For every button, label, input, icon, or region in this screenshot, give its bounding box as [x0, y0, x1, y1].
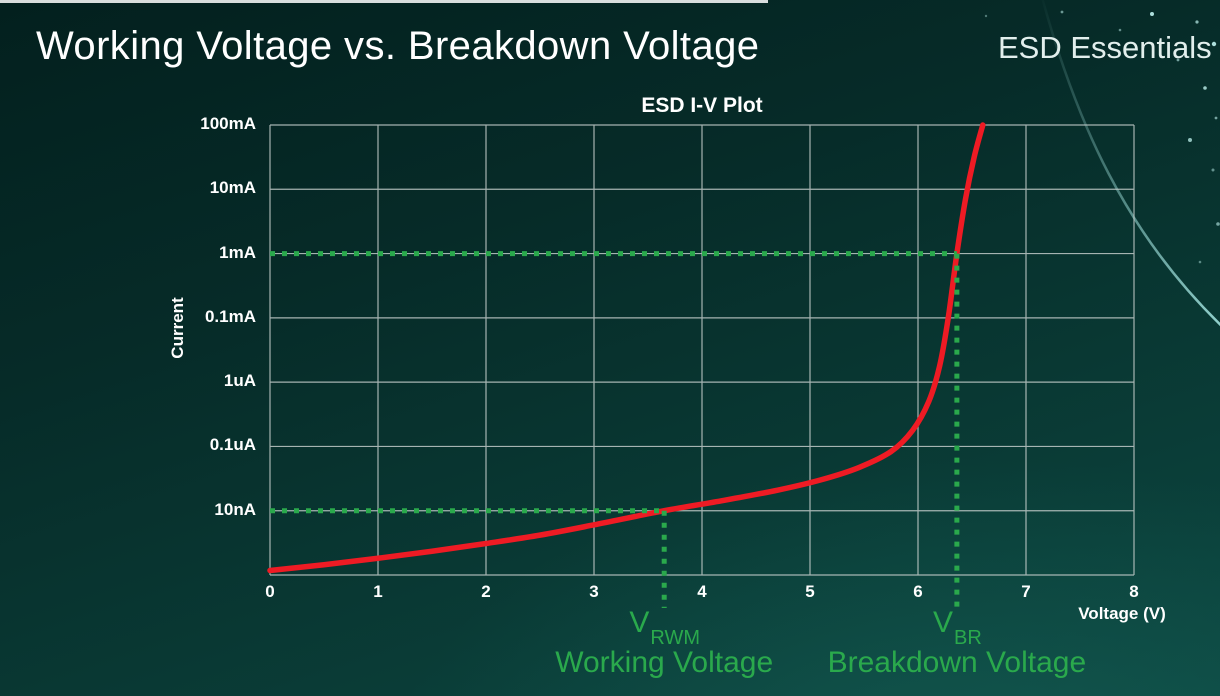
- vrwm-label: VRWM: [514, 606, 814, 649]
- working-voltage-caption: Working Voltage: [555, 646, 774, 679]
- chart-title: ESD I-V Plot: [641, 94, 763, 117]
- brand-logo: ESD Essentials: [998, 30, 1212, 65]
- annotation-working-voltage: VRWM Working Voltage: [514, 607, 814, 679]
- vrwm-subscript: RWM: [650, 627, 700, 649]
- decor-curve: [1041, 0, 1220, 326]
- vbr-subscript: BR: [953, 627, 982, 649]
- vbr-symbol: V: [932, 606, 953, 639]
- grid-lines: [269, 124, 1135, 576]
- iv-curve: [267, 122, 986, 574]
- vrwm-symbol: V: [629, 606, 650, 639]
- top-edge-artifact: [0, 0, 768, 3]
- guide-lines: [270, 251, 960, 608]
- slide-title: Working Voltage vs. Breakdown Voltage: [36, 24, 760, 68]
- breakdown-voltage-caption: Breakdown Voltage: [827, 646, 1087, 679]
- annotation-breakdown-voltage: VBR Breakdown Voltage: [807, 607, 1107, 679]
- sparkle-dots: [984, 10, 1220, 264]
- vbr-label: VBR: [807, 606, 1107, 649]
- x-axis-title: Voltage (V): [1078, 604, 1166, 623]
